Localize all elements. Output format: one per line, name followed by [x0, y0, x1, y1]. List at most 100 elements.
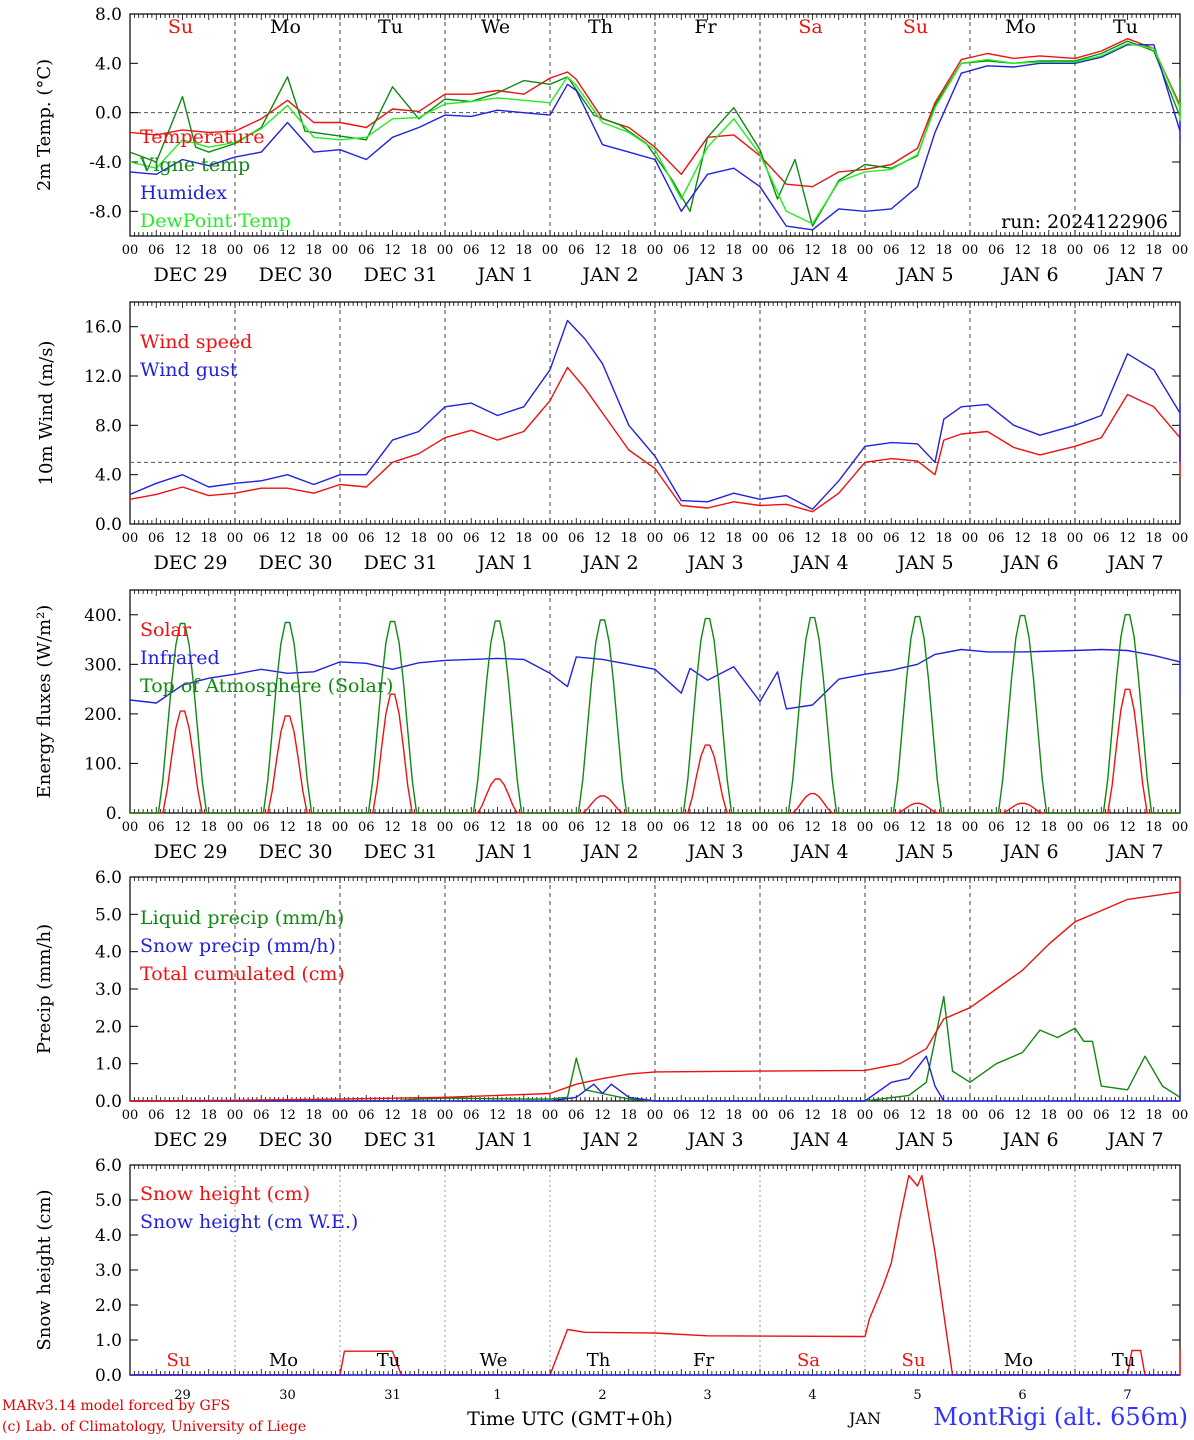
hour-tick-label: 18 [1145, 531, 1162, 546]
hour-tick-label: 00 [1067, 531, 1084, 546]
weekday-label-top: Sa [798, 16, 822, 38]
station-name: MontRigi (alt. 656m) [933, 1403, 1188, 1431]
hour-tick-label: 00 [227, 531, 244, 546]
hour-tick-label: 18 [200, 243, 217, 258]
hour-tick-label: 12 [1119, 1108, 1136, 1123]
hour-tick-label: 18 [935, 243, 952, 258]
date-label: JAN 5 [895, 264, 953, 286]
y-tick-label: 0. [106, 804, 122, 824]
hour-tick-label: 00 [122, 531, 139, 546]
date-label: DEC 30 [259, 552, 333, 574]
hour-tick-label: 00 [332, 1108, 349, 1123]
hour-tick-label: 18 [1040, 1108, 1057, 1123]
hour-tick-label: 00 [962, 243, 979, 258]
hour-tick-label: 06 [568, 820, 585, 835]
hour-tick-label: 06 [673, 531, 690, 546]
hour-tick-label: 06 [778, 531, 795, 546]
y-axis-label: 10m Wind (m/s) [36, 341, 57, 486]
hour-tick-label: 18 [1145, 820, 1162, 835]
weekday-label-top: Mo [270, 16, 301, 38]
y-tick-label: 2.0 [95, 1017, 122, 1037]
hour-tick-label: 00 [437, 1108, 454, 1123]
hour-tick-label: 06 [253, 531, 270, 546]
date-label: JAN 7 [1105, 552, 1163, 574]
hour-tick-label: 18 [515, 243, 532, 258]
hour-tick-label: 12 [174, 820, 191, 835]
hour-tick-label: 12 [489, 820, 506, 835]
day-number-label: 2 [598, 1388, 606, 1403]
date-label: JAN 6 [1000, 264, 1058, 286]
hour-tick-label: 06 [673, 243, 690, 258]
y-tick-label: 1.0 [95, 1055, 122, 1075]
hour-tick-label: 12 [804, 243, 821, 258]
hour-tick-label: 18 [305, 531, 322, 546]
hour-tick-label: 00 [332, 243, 349, 258]
hour-tick-label: 12 [384, 820, 401, 835]
hour-tick-label: 12 [909, 820, 926, 835]
hour-tick-label: 00 [332, 531, 349, 546]
hour-tick-label: 12 [594, 820, 611, 835]
hour-tick-label: 00 [962, 820, 979, 835]
hour-tick-label: 18 [410, 243, 427, 258]
month-label: JAN [847, 1409, 881, 1428]
hour-tick-label: 12 [489, 243, 506, 258]
y-tick-label: 4.0 [95, 54, 122, 74]
hour-tick-label: 06 [463, 820, 480, 835]
weekday-label-top: Su [903, 16, 928, 38]
hour-tick-label: 06 [988, 820, 1005, 835]
hour-tick-label: 06 [148, 243, 165, 258]
hour-tick-label: 00 [962, 1108, 979, 1123]
date-label: DEC 31 [364, 841, 438, 863]
hour-tick-label: 06 [253, 243, 270, 258]
y-tick-label: 8.0 [95, 5, 122, 25]
legend-entry: Wind gust [140, 359, 238, 381]
hour-tick-label: 18 [1145, 1108, 1162, 1123]
credit-model: MARv3.14 model forced by GFS [2, 1398, 231, 1414]
panel-3: 0. 100. 200. 300. 400. Energy fluxes (W/m²) 00… [34, 589, 1188, 863]
hour-tick-label: 12 [909, 243, 926, 258]
y-tick-label: 0.0 [95, 1092, 122, 1112]
date-label: JAN 3 [685, 552, 743, 574]
hour-tick-label: 18 [515, 531, 532, 546]
hour-tick-label: 18 [1145, 243, 1162, 258]
hour-tick-label: 12 [594, 243, 611, 258]
hour-tick-label: 12 [804, 531, 821, 546]
date-label: JAN 2 [580, 264, 638, 286]
day-number-label: 29 [174, 1388, 191, 1403]
hour-tick-label: 18 [200, 820, 217, 835]
hour-tick-label: 12 [594, 1108, 611, 1123]
hour-tick-label: 06 [148, 1108, 165, 1123]
hour-tick-label: 18 [305, 1108, 322, 1123]
hour-tick-label: 06 [988, 243, 1005, 258]
hour-tick-label: 00 [857, 531, 874, 546]
hour-tick-label: 12 [279, 1108, 296, 1123]
hour-tick-label: 18 [200, 531, 217, 546]
hour-tick-label: 06 [358, 820, 375, 835]
day-number-label: 30 [279, 1388, 296, 1403]
date-label: JAN 7 [1105, 841, 1163, 863]
y-tick-label: -4.0 [89, 153, 122, 173]
hour-tick-label: 00 [962, 531, 979, 546]
hour-tick-label: 06 [673, 820, 690, 835]
date-label: JAN 6 [1000, 552, 1058, 574]
hour-tick-label: 06 [883, 531, 900, 546]
hour-tick-label: 00 [227, 1108, 244, 1123]
y-tick-label: 0.0 [95, 1366, 122, 1386]
hour-tick-label: 18 [515, 1108, 532, 1123]
hour-tick-label: 12 [1014, 243, 1031, 258]
hour-tick-label: 06 [358, 531, 375, 546]
hour-tick-label: 06 [778, 820, 795, 835]
hour-tick-label: 00 [332, 820, 349, 835]
hour-tick-label: 18 [1040, 820, 1057, 835]
hour-tick-label: 12 [699, 243, 716, 258]
date-label: JAN 4 [790, 841, 848, 863]
y-tick-label: 6.0 [95, 868, 122, 888]
hour-tick-label: 18 [200, 1108, 217, 1123]
hour-tick-label: 00 [1067, 820, 1084, 835]
hour-tick-label: 00 [857, 820, 874, 835]
credit-lab: (c) Lab. of Climatology, University of L… [2, 1419, 307, 1435]
panel-4: 0.0 1.0 2.0 3.0 4.0 5.0 6.0 Precip (mm/h) 00 06 12… [34, 868, 1188, 1151]
hour-tick-label: 12 [699, 820, 716, 835]
weekday-label-top: We [481, 16, 510, 38]
y-tick-label: 2.0 [95, 1296, 122, 1316]
